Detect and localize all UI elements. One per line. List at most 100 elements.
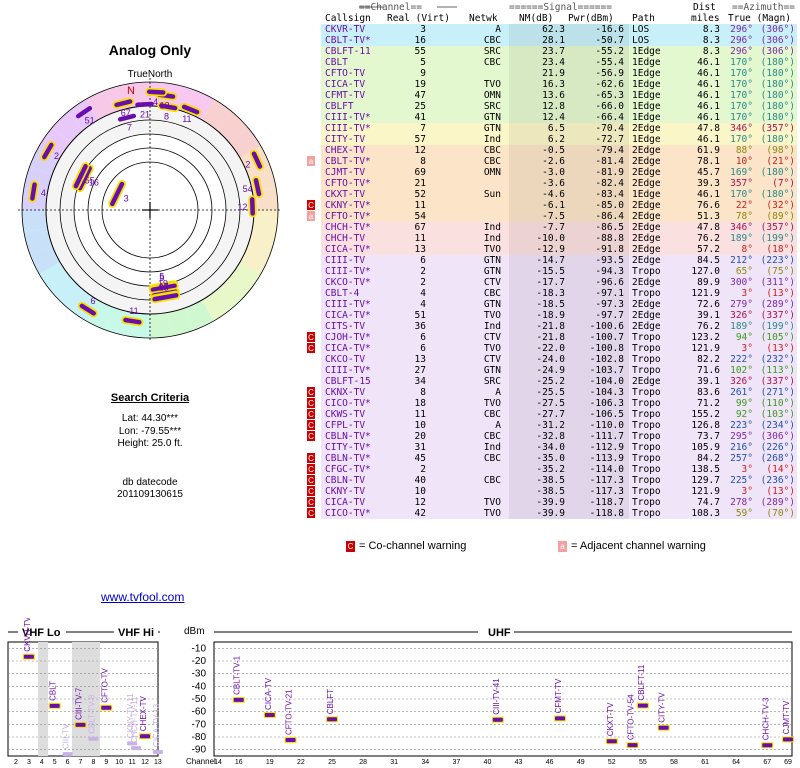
signal-column-shade	[509, 409, 629, 420]
row-background	[321, 321, 797, 332]
cell-pwr: -96.6	[595, 277, 624, 288]
cell-true: 3°	[741, 343, 753, 354]
cell-magn: (180°)	[760, 134, 795, 145]
cell-call: CFMT-TV	[325, 90, 366, 101]
cell-nm: 23.7	[542, 46, 565, 57]
bar-mark	[127, 741, 138, 746]
bar-mark	[327, 717, 337, 722]
cell-net: SRC	[483, 376, 501, 387]
cell-nm: -39.9	[536, 508, 565, 519]
cell-call: CKNX-TV	[325, 387, 366, 398]
bar-label: CBLT	[49, 681, 58, 701]
cell-pwr: -55.4	[595, 57, 624, 68]
cell-path: 1Edge	[632, 68, 661, 79]
table-row: CJMT-TV 69 OMN -3.0 -81.9 2Edge 45.7 169° (180°)	[301, 167, 797, 178]
x-tick-label: 64	[732, 759, 740, 766]
tvfool-link[interactable]: www.tvfool.com	[101, 590, 185, 604]
cell-true: 170°	[730, 134, 753, 145]
cell-real: 7	[420, 123, 426, 134]
cell-net: CBC	[483, 475, 501, 486]
cell-call: CITS-TV	[325, 321, 366, 332]
cell-call: CIII-TV*	[325, 365, 371, 376]
x-tick-label: 69	[784, 759, 792, 766]
table-row: CHCH-TV* 67 Ind -7.7 -86.5 2Edge 47.8 346° (357°…	[301, 222, 797, 233]
true-north-label: TrueNorth	[127, 69, 173, 80]
cell-magn: (236°)	[760, 475, 795, 486]
cell-net: TVO	[483, 310, 501, 321]
cell-dist: 155.2	[691, 409, 720, 420]
cell-real: 12	[414, 145, 426, 156]
cell-real: 16	[414, 35, 426, 46]
y-tick-label: -30	[192, 669, 207, 680]
station-mark	[117, 113, 137, 122]
row-background	[321, 156, 797, 167]
cell-nm: -25.5	[536, 387, 565, 398]
row-background	[321, 288, 797, 299]
station-label: 2	[54, 151, 59, 161]
cell-net: CTV	[483, 354, 501, 365]
x-tick-label: 55	[639, 759, 647, 766]
cell-real: 20	[414, 431, 426, 442]
cell-true: 59°	[735, 508, 753, 519]
x-tick-label: 52	[608, 759, 616, 766]
y-tick-label: -10	[192, 643, 207, 654]
cell-real: 25	[414, 101, 426, 112]
station-label: 67	[121, 108, 131, 118]
cell-pwr: -65.3	[595, 90, 624, 101]
co-channel-warning: C	[307, 431, 315, 441]
bar-mark	[131, 746, 142, 751]
adjacent-channel-legend-label: = Adjacent channel warning	[571, 540, 706, 552]
cell-dist: 71.6	[697, 365, 720, 376]
col-netwk: Netwk	[469, 13, 498, 24]
x-tick-label: 43	[515, 759, 523, 766]
row-background	[321, 387, 797, 398]
table-row: CKVR-TV 3 A 62.3 -16.6 LOS 8.3 296° (306°)	[301, 24, 797, 35]
cell-true: 346°	[730, 123, 753, 134]
cell-true: 296°	[730, 24, 753, 35]
station-label: 55	[85, 176, 95, 186]
table-row: CIII-TV 6 GTN -14.7 -93.5 2Edge 84.5 212° (223°)	[301, 255, 797, 266]
cell-path: 2Edge	[632, 123, 661, 134]
co-channel-warning: C	[307, 387, 315, 397]
cell-dist: 89.9	[697, 277, 720, 288]
cell-magn: (234°)	[760, 420, 795, 431]
table-row: CICA-TV 19 TVO 16.3 -62.6 1Edge 46.1 170° (180°)	[301, 79, 797, 90]
cell-dist: 51.3	[697, 211, 720, 222]
cell-net: GTN	[483, 299, 501, 310]
row-background	[321, 464, 797, 475]
adjacent-channel-legend: a = Adjacent channel warning	[558, 540, 706, 552]
row-background	[321, 420, 797, 431]
cell-pwr: -86.4	[595, 211, 624, 222]
cell-pwr: -86.5	[595, 222, 624, 233]
col-miles: miles	[691, 13, 720, 24]
cell-true: 216°	[730, 442, 753, 453]
table-column-header: Callsign Real (Virt) Netwk NM(dB) Pwr(dB…	[301, 13, 797, 24]
cell-path: 1Edge	[632, 90, 661, 101]
cell-pwr: -88.8	[595, 233, 624, 244]
table-row: CBLFT-11 55 SRC 23.7 -55.2 1Edge 8.3 296° (306°)	[301, 46, 797, 57]
cell-magn: (89°)	[766, 211, 795, 222]
bar-label: CIII-TV-7	[75, 687, 84, 720]
signal-column-shade	[509, 277, 629, 288]
x-tick-label: 9	[104, 759, 108, 766]
cell-magn: (13°)	[766, 486, 795, 497]
cell-nm: -14.7	[536, 255, 565, 266]
signal-column-shade	[509, 343, 629, 354]
cell-magn: (306°)	[760, 431, 795, 442]
cell-dist: 46.1	[697, 57, 720, 68]
bar-label: CKXT-TV	[606, 702, 615, 736]
cell-real: 6	[420, 255, 426, 266]
cell-real: 2	[420, 277, 426, 288]
page-title: Analog Only	[108, 42, 192, 58]
db-datecode-label: db datecode	[122, 477, 178, 488]
cell-nm: -18.5	[536, 299, 565, 310]
signal-group-header: ======Signal======	[509, 2, 612, 13]
row-background	[321, 211, 797, 222]
cell-pwr: -81.9	[595, 167, 624, 178]
cell-call: CICA-TV	[325, 79, 366, 90]
signal-column-shade	[509, 46, 629, 57]
cell-true: 8°	[741, 244, 753, 255]
channel-group-header: ==Channel==	[359, 2, 422, 13]
cell-net: CBC	[483, 453, 501, 464]
cell-path: Tropo	[632, 464, 661, 475]
